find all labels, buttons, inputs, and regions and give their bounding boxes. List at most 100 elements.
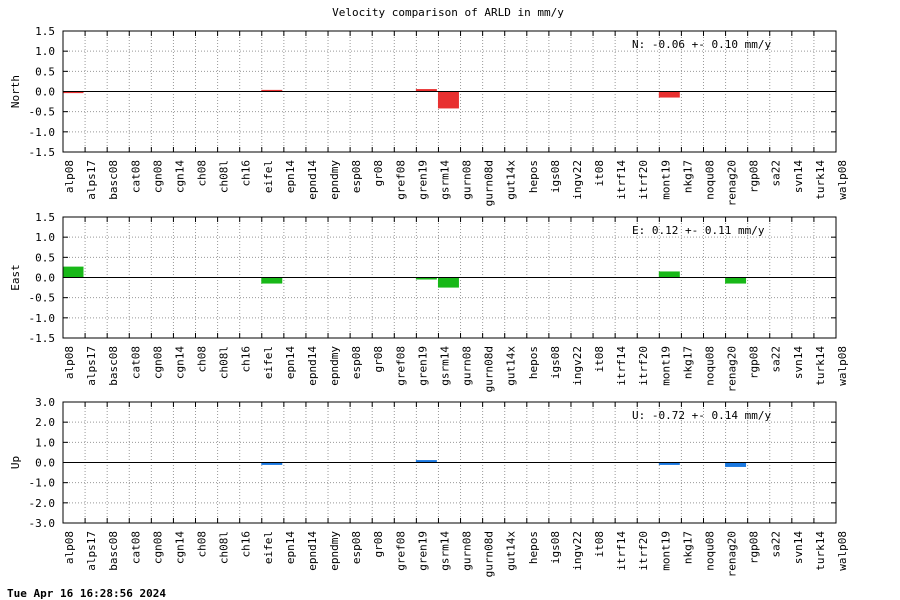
panel-east: -1.5 -1.0 -0.5 0.0 0.5 1.0 1.5 alp08 alps17 basc0…: [9, 211, 849, 392]
ytick-label: 1.5: [35, 211, 55, 224]
category-label-renag20: renag20: [726, 531, 739, 577]
category-label-renag20: renag20: [726, 160, 739, 206]
bar-mont19: [658, 91, 680, 98]
category-label-basc08: basc08: [107, 531, 120, 571]
bar-eifel: [261, 277, 283, 284]
category-label-it08: it08: [593, 531, 606, 558]
category-label-gurn08d: gurn08d: [483, 531, 496, 577]
bar-eifel: [261, 89, 283, 92]
category-label-nkg17: nkg17: [681, 160, 694, 193]
category-label-turk14: turk14: [814, 531, 827, 571]
category-label-cgn14: cgn14: [173, 346, 186, 379]
category-label-noqu08: noqu08: [703, 531, 716, 571]
category-label-igs08: igs08: [549, 160, 562, 193]
ytick-label: -1.0: [29, 126, 56, 139]
category-label-gurn08d: gurn08d: [483, 160, 496, 206]
category-label-ingv22: ingv22: [571, 346, 584, 386]
ytick-label: -1.0: [29, 477, 56, 490]
category-label-gurn08: gurn08: [461, 346, 474, 386]
ytick-label: 1.0: [35, 45, 55, 58]
category-label-igs08: igs08: [549, 346, 562, 379]
category-label-cgn14: cgn14: [173, 531, 186, 564]
category-label-eifel: eifel: [262, 160, 275, 193]
ytick-label: 1.0: [35, 436, 55, 449]
category-label-eifel: eifel: [262, 346, 275, 379]
category-label-mont19: mont19: [659, 160, 672, 200]
category-label-epnd14: epnd14: [306, 346, 319, 386]
category-label-alp08: alp08: [63, 160, 76, 193]
category-label-noqu08: noqu08: [703, 346, 716, 386]
category-label-gurn08d: gurn08d: [483, 346, 496, 392]
category-label-gr08: gr08: [372, 531, 385, 558]
category-label-ch08: ch08: [196, 531, 209, 558]
category-label-ch16: ch16: [240, 160, 253, 187]
category-label-rgp08: rgp08: [748, 531, 761, 564]
category-label-gut14x: gut14x: [505, 531, 518, 571]
category-label-mont19: mont19: [659, 346, 672, 386]
category-label-cat08: cat08: [129, 346, 142, 379]
summary-annotation: E: 0.12 +- 0.11 mm/y: [632, 224, 765, 237]
ytick-label: 0.0: [35, 272, 55, 285]
category-label-hepos: hepos: [527, 531, 540, 564]
summary-annotation: U: -0.72 +- 0.14 mm/y: [632, 409, 771, 422]
bar-gren19: [415, 277, 437, 280]
category-label-svn14: svn14: [792, 531, 805, 564]
panel-north: -1.5 -1.0 -0.5 0.0 0.5 1.0 1.5 alp08 alps17 basc0…: [9, 25, 849, 206]
category-label-gren19: gren19: [416, 531, 429, 571]
category-label-gurn08: gurn08: [461, 531, 474, 571]
category-label-ch08: ch08: [196, 346, 209, 373]
category-label-alps17: alps17: [85, 160, 98, 200]
ytick-label: -0.5: [29, 292, 56, 305]
category-label-epn14: epn14: [284, 346, 297, 379]
category-label-esp08: esp08: [350, 531, 363, 564]
category-label-esp08: esp08: [350, 160, 363, 193]
category-label-itrf20: itrf20: [637, 346, 650, 386]
summary-annotation: N: -0.06 +- 0.10 mm/y: [632, 38, 771, 51]
category-label-turk14: turk14: [814, 160, 827, 200]
category-label-walp08: walp08: [836, 346, 849, 386]
bar-gren19: [415, 89, 437, 92]
bar-alp08: [62, 91, 84, 94]
category-label-gr08: gr08: [372, 160, 385, 187]
ytick-label: 0.5: [35, 65, 55, 78]
panels: -1.5 -1.0 -0.5 0.0 0.5 1.0 1.5 alp08 alps17 basc0…: [9, 25, 849, 577]
category-label-cgn14: cgn14: [173, 160, 186, 193]
category-label-epnd14: epnd14: [306, 531, 319, 571]
category-label-rgp08: rgp08: [748, 160, 761, 193]
category-label-nkg17: nkg17: [681, 346, 694, 379]
bar-eifel: [261, 462, 283, 465]
category-label-gren19: gren19: [416, 160, 429, 200]
category-label-nkg17: nkg17: [681, 531, 694, 564]
category-label-ch08l: ch08l: [218, 346, 231, 379]
category-label-gref08: gref08: [394, 531, 407, 571]
category-label-alps17: alps17: [85, 346, 98, 386]
category-label-epn14: epn14: [284, 531, 297, 564]
category-label-igs08: igs08: [549, 531, 562, 564]
category-label-gren19: gren19: [416, 346, 429, 386]
ytick-label: 1.0: [35, 231, 55, 244]
category-label-ch08l: ch08l: [218, 531, 231, 564]
category-label-sa22: sa22: [770, 346, 783, 373]
ytick-label: -0.5: [29, 106, 56, 119]
category-label-noqu08: noqu08: [703, 160, 716, 200]
category-label-ingv22: ingv22: [571, 531, 584, 571]
bar-mont19: [658, 271, 680, 278]
bar-alp08: [62, 266, 84, 278]
category-label-ch08l: ch08l: [218, 160, 231, 193]
bar-mont19: [658, 462, 680, 465]
category-label-ch16: ch16: [240, 346, 253, 373]
y-axis-label: East: [9, 264, 22, 291]
category-label-ch08: ch08: [196, 160, 209, 187]
category-label-alp08: alp08: [63, 531, 76, 564]
category-label-gsrm14: gsrm14: [438, 346, 451, 386]
category-label-hepos: hepos: [527, 346, 540, 379]
category-label-basc08: basc08: [107, 346, 120, 386]
category-label-gref08: gref08: [394, 160, 407, 200]
category-label-turk14: turk14: [814, 346, 827, 386]
category-label-svn14: svn14: [792, 160, 805, 193]
category-label-epndmy: epndmy: [328, 160, 341, 200]
ytick-label: -3.0: [29, 517, 56, 530]
ytick-label: -1.5: [29, 332, 56, 345]
bar-renag20: [725, 462, 747, 467]
category-label-gsrm14: gsrm14: [438, 531, 451, 571]
